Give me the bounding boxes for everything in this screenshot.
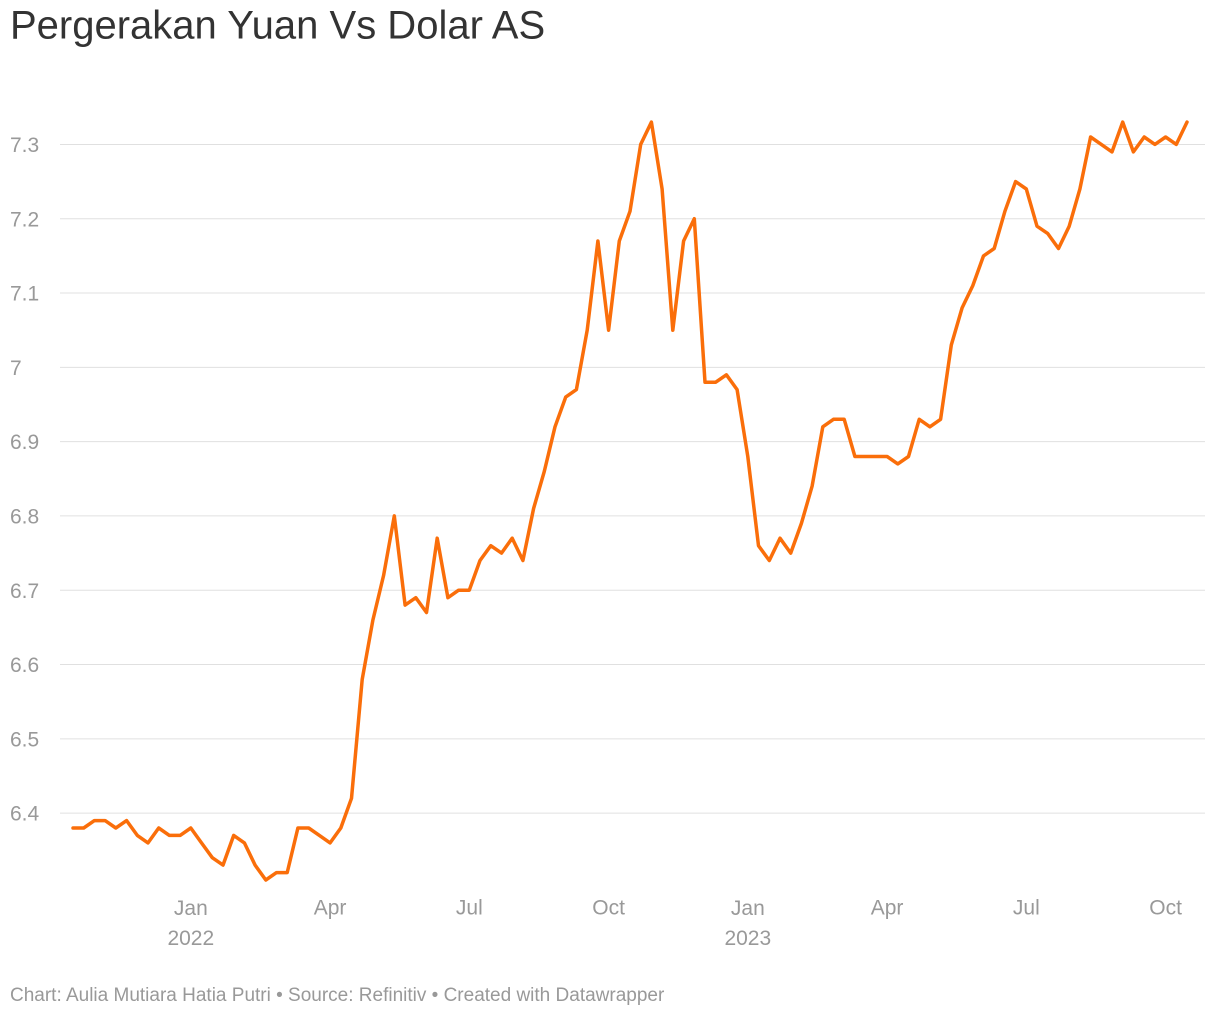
x-tick-label: Oct xyxy=(592,897,625,920)
chart-title: Pergerakan Yuan Vs Dolar AS xyxy=(10,4,545,48)
x-tick-label: Jul xyxy=(456,897,483,920)
chart-credit: Chart: Aulia Mutiara Hatia Putri • Sourc… xyxy=(10,985,665,1006)
y-tick-label: 6.5 xyxy=(10,728,39,751)
x-tick-label: Jan 2023 xyxy=(724,897,771,950)
x-tick-label: Apr xyxy=(871,897,904,920)
y-tick-label: 7.2 xyxy=(10,208,39,231)
y-tick-label: 6.9 xyxy=(10,431,39,454)
y-tick-label: 7 xyxy=(10,357,22,380)
x-tick-label: Oct xyxy=(1149,897,1182,920)
y-tick-label: 6.7 xyxy=(10,580,39,603)
y-tick-label: 7.3 xyxy=(10,134,39,157)
y-tick-label: 6.4 xyxy=(10,803,40,826)
data-line xyxy=(71,120,1189,882)
x-tick-label: Apr xyxy=(314,897,347,920)
x-tick-label: Jul xyxy=(1013,897,1040,920)
y-tick-label: 6.8 xyxy=(10,505,39,528)
y-tick-label: 7.1 xyxy=(10,283,39,306)
y-tick-label: 6.6 xyxy=(10,654,39,677)
x-tick-label: Jan 2022 xyxy=(167,897,214,950)
